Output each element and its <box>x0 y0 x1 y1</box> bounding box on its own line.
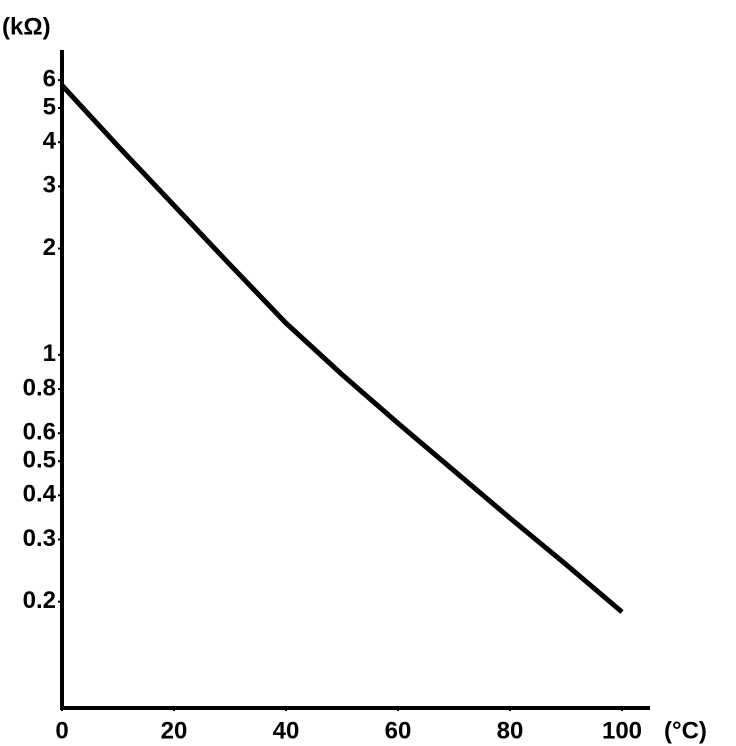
line-series <box>60 83 624 614</box>
y-tick-label: 3 <box>43 172 56 199</box>
y-tick-label: 0.6 <box>23 419 56 446</box>
x-tick-label: 60 <box>385 717 412 744</box>
y-tick-label: 5 <box>43 93 56 120</box>
x-tick-label: 0 <box>55 717 68 744</box>
y-tick-label: 0.2 <box>23 587 56 614</box>
x-tick-label: 100 <box>602 717 642 744</box>
y-axis-label: (kΩ) <box>2 13 51 40</box>
y-tick-label: 6 <box>43 65 56 92</box>
x-axis-label: (°C) <box>664 717 707 744</box>
y-tick-label: 0.8 <box>23 374 56 401</box>
y-tick-label: 0.4 <box>23 481 57 508</box>
y-tick-label: 4 <box>43 128 57 155</box>
x-tick-label: 80 <box>497 717 524 744</box>
y-tick-label: 2 <box>43 234 56 261</box>
x-tick-label: 40 <box>273 717 300 744</box>
y-tick-label: 0.3 <box>23 525 56 552</box>
y-tick-label: 0.5 <box>23 447 56 474</box>
y-tick-label: 1 <box>43 340 56 367</box>
x-tick-label: 20 <box>161 717 188 744</box>
